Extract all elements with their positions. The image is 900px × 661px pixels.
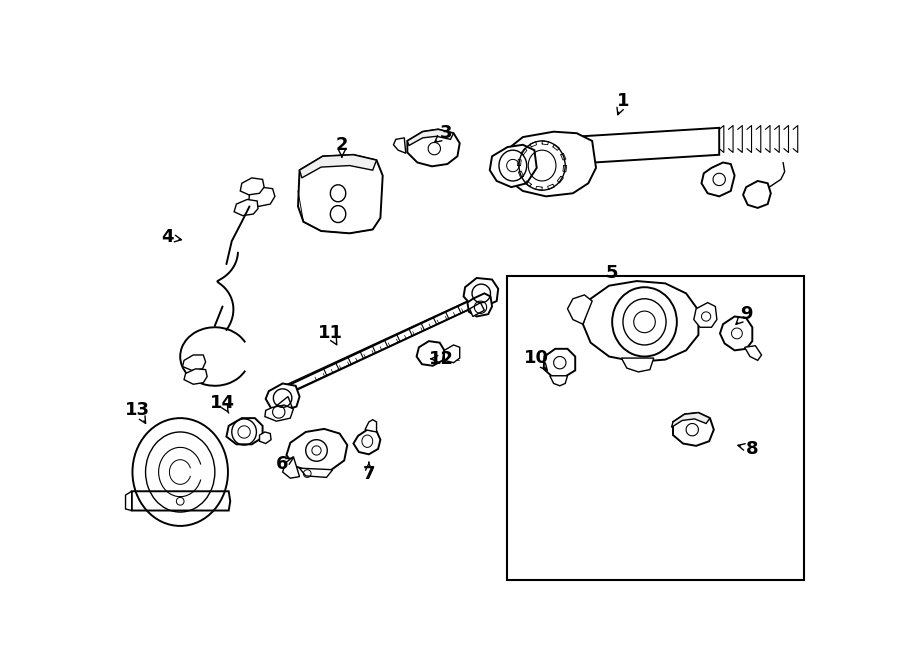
Polygon shape — [393, 138, 406, 153]
Text: 12: 12 — [428, 350, 454, 368]
Polygon shape — [744, 346, 761, 360]
Polygon shape — [184, 369, 207, 384]
Polygon shape — [274, 293, 492, 395]
Polygon shape — [694, 303, 717, 327]
Polygon shape — [227, 418, 263, 444]
Polygon shape — [273, 397, 292, 412]
Polygon shape — [354, 430, 381, 454]
Polygon shape — [283, 457, 300, 478]
Polygon shape — [621, 358, 653, 372]
Text: 14: 14 — [210, 394, 235, 412]
Polygon shape — [266, 383, 300, 410]
Polygon shape — [234, 200, 258, 215]
Polygon shape — [464, 278, 499, 307]
Polygon shape — [265, 405, 293, 421]
Polygon shape — [131, 491, 230, 510]
Polygon shape — [743, 181, 770, 208]
Polygon shape — [583, 281, 698, 362]
Polygon shape — [501, 132, 596, 196]
Polygon shape — [298, 155, 382, 233]
Text: 5: 5 — [605, 264, 617, 282]
Polygon shape — [544, 349, 575, 377]
Polygon shape — [569, 128, 719, 164]
Polygon shape — [125, 491, 131, 510]
Text: 6: 6 — [276, 455, 289, 473]
Polygon shape — [490, 145, 536, 187]
Polygon shape — [467, 293, 492, 317]
Polygon shape — [300, 468, 333, 477]
Polygon shape — [300, 155, 376, 178]
Polygon shape — [183, 355, 205, 370]
Polygon shape — [720, 317, 752, 350]
Polygon shape — [550, 375, 568, 386]
Text: 13: 13 — [125, 401, 150, 420]
Polygon shape — [240, 178, 264, 195]
Text: 7: 7 — [363, 465, 375, 483]
Text: 1: 1 — [616, 92, 629, 110]
Polygon shape — [445, 345, 460, 363]
Text: 2: 2 — [336, 136, 348, 154]
Text: 8: 8 — [746, 440, 759, 458]
Polygon shape — [408, 130, 454, 145]
Text: 4: 4 — [161, 228, 174, 246]
Polygon shape — [417, 341, 445, 366]
Text: 3: 3 — [439, 124, 452, 142]
Polygon shape — [671, 412, 710, 428]
Text: 10: 10 — [524, 349, 549, 367]
Text: 11: 11 — [318, 325, 343, 342]
Polygon shape — [248, 187, 274, 206]
Bar — [508, 276, 804, 580]
Polygon shape — [408, 130, 460, 167]
Polygon shape — [673, 412, 714, 446]
Polygon shape — [259, 432, 271, 444]
Polygon shape — [701, 163, 734, 196]
Polygon shape — [568, 295, 592, 324]
Polygon shape — [365, 420, 376, 432]
Text: 9: 9 — [740, 305, 752, 323]
Polygon shape — [470, 303, 484, 317]
Polygon shape — [286, 429, 347, 472]
